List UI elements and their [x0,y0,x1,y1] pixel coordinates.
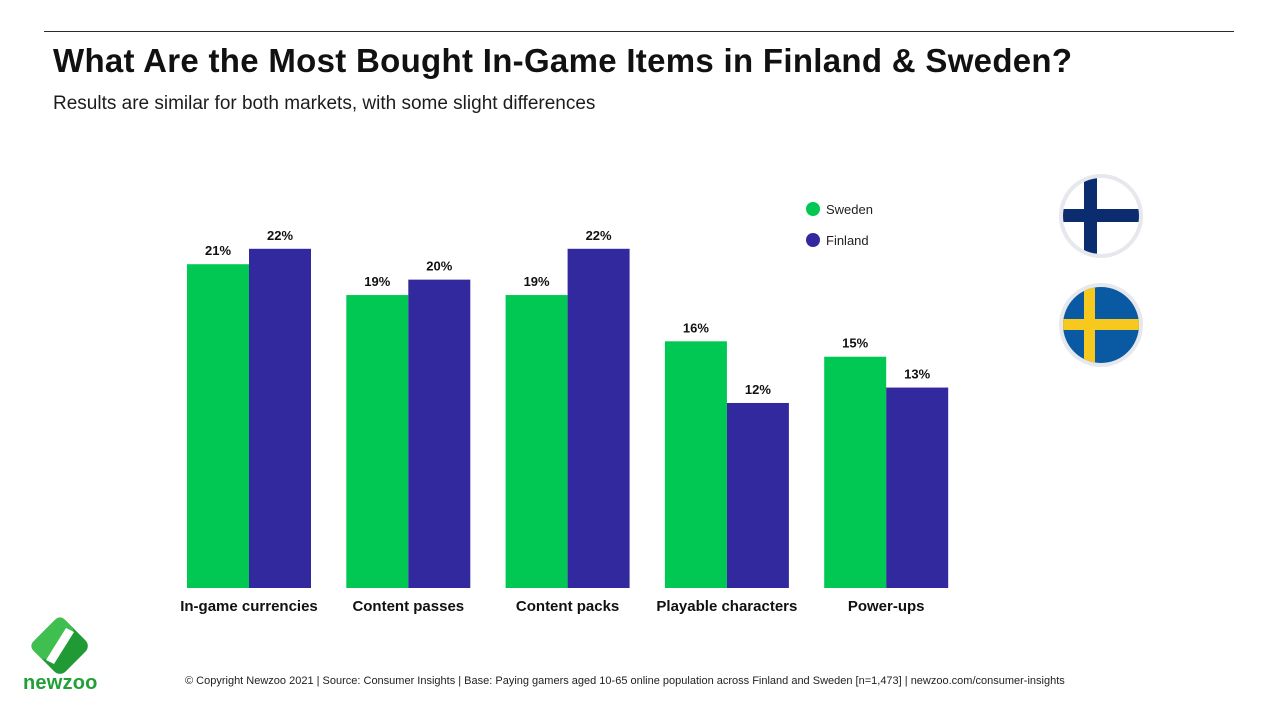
bar-finland-1 [249,248,311,588]
page-title: What Are the Most Bought In-Game Items i… [53,42,1073,79]
category-label-4: Playable characters [656,598,797,615]
bar-finland-5 [886,387,949,588]
bar-finland-4 [726,402,789,588]
category-label-3: Content packs [516,598,619,615]
bar-finland-2 [408,279,471,588]
category-label-1: In-game currencies [180,598,318,615]
data-label-sweden-5: 15% [842,336,868,351]
newzoo-logo-text: newzoo [23,672,98,694]
data-label-sweden-2: 19% [364,274,390,289]
footer-source-note: © Copyright Newzoo 2021 | Source: Consum… [185,675,1065,687]
data-label-finland-3: 22% [586,228,612,243]
finland-flag-icon [1059,174,1143,258]
newzoo-logo-icon [31,617,88,674]
category-label-2: Content passes [352,598,464,615]
bar-finland-3 [567,248,630,588]
legend-item-sweden: Sweden [806,200,873,218]
top-divider [44,31,1234,32]
sweden-flag-icon [1059,283,1143,367]
data-label-finland-1: 22% [267,228,293,243]
bar-sweden-3 [505,295,568,588]
data-label-sweden-1: 21% [205,243,231,258]
chart-legend: Sweden Finland [806,200,873,262]
legend-label-sweden: Sweden [826,201,873,217]
bar-sweden-4 [664,341,727,588]
page-subtitle: Results are similar for both markets, wi… [53,93,596,114]
data-label-sweden-4: 16% [683,320,709,335]
legend-swatch-finland [806,233,820,247]
bar-sweden-2 [346,295,409,588]
data-label-sweden-3: 19% [524,274,550,289]
data-label-finland-4: 12% [745,382,771,397]
legend-label-finland: Finland [826,232,869,248]
bar-sweden-5 [824,356,887,588]
data-label-finland-2: 20% [426,259,452,274]
bar-sweden-1 [187,264,249,588]
legend-swatch-sweden [806,202,820,216]
legend-item-finland: Finland [806,231,873,249]
data-label-finland-5: 13% [904,367,930,382]
category-label-5: Power-ups [848,598,925,615]
